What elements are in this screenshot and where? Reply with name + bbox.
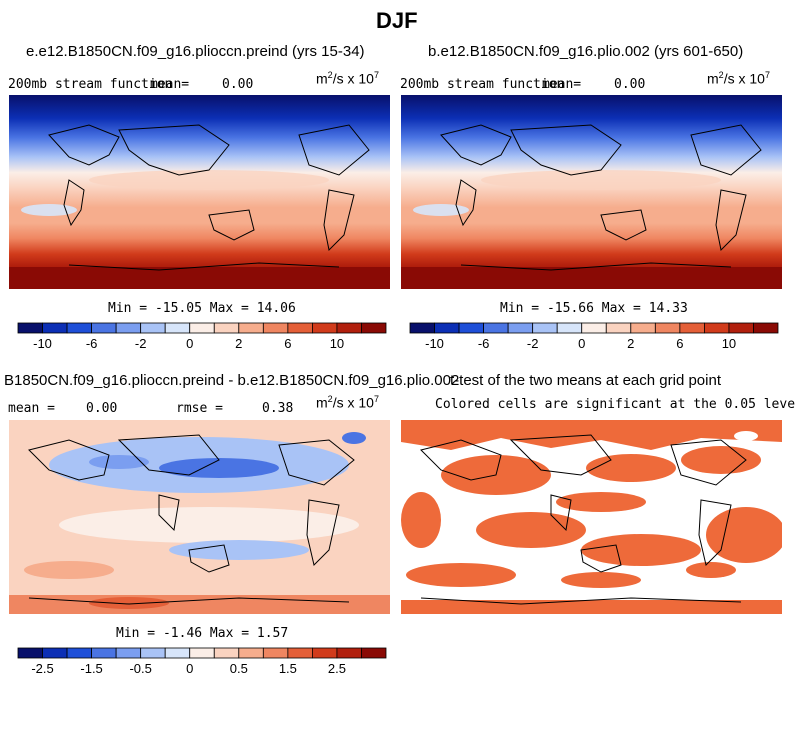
colorbar-swatch	[728, 322, 754, 334]
colorbar-swatch	[703, 322, 730, 334]
colorbar-tick-label: 10	[722, 336, 736, 351]
colorbar-tick-label: 6	[676, 336, 683, 351]
colorbar-swatch	[311, 322, 338, 334]
panel-a-title: e.e12.B1850CN.f09_g16.plioccn.preind (yr…	[26, 43, 365, 60]
colorbar-tick-label: 0	[186, 661, 193, 676]
colorbar-swatch	[115, 647, 142, 659]
panel-b-unit: m2/s x 107	[707, 70, 770, 87]
panel-c-mean-value: 0.00	[86, 401, 118, 416]
colorbar-swatch	[164, 647, 191, 659]
colorbar-swatch	[311, 647, 338, 659]
colorbar-swatch	[17, 647, 43, 659]
colorbar-swatch	[262, 647, 289, 659]
colorbar-swatch	[189, 322, 215, 334]
panel-b-min-max: Min = -15.66 Max = 14.33	[500, 301, 688, 316]
panel-b-mean-label: mean=	[542, 77, 582, 92]
panel-c-min-max: Min = -1.46 Max = 1.57	[116, 626, 289, 641]
colorbar-swatch	[213, 647, 240, 659]
colorbar-swatch	[91, 647, 117, 659]
colorbar-tick-label: 1.5	[279, 661, 297, 676]
colorbar-tick-label: 0.5	[230, 661, 248, 676]
panel-c-mean-label: mean =	[8, 401, 55, 416]
colorbar-tick-label: 0	[578, 336, 585, 351]
panel-d-subtitle: Colored cells are significant at the 0.0…	[435, 397, 795, 412]
colorbar-swatch	[556, 322, 583, 334]
colorbar-swatch	[434, 322, 460, 334]
colorbar-swatch	[532, 322, 558, 334]
panel-c-rmse-value: 0.38	[262, 401, 294, 416]
colorbar-tick-label: -2.5	[31, 661, 53, 676]
colorbar-a: -10 -6 -2 0 2 6 10	[17, 322, 387, 351]
panel-c-map	[9, 420, 390, 614]
colorbar-swatch	[336, 322, 362, 334]
colorbar-tick-label: -6	[478, 336, 490, 351]
panel-c-title: B1850CN.f09_g16.plioccn.preind - b.e12.B…	[4, 372, 460, 389]
panel-b-mean-value: 0.00	[614, 77, 646, 92]
colorbar-swatch	[654, 322, 681, 334]
colorbar-swatch	[140, 322, 166, 334]
colorbar-swatch	[336, 647, 362, 659]
colorbar-swatch	[361, 322, 387, 334]
colorbar-swatch	[66, 647, 92, 659]
colorbar-swatch	[140, 647, 166, 659]
panel-b-title: b.e12.B1850CN.f09_g16.plio.002 (yrs 601-…	[428, 43, 744, 60]
colorbar-swatch	[458, 322, 484, 334]
colorbar-swatch	[42, 322, 68, 334]
colorbar-swatch	[238, 322, 264, 334]
panel-d-map	[401, 420, 782, 614]
colorbar-swatch	[164, 322, 191, 334]
panel-a-mean-label: mean=	[150, 77, 190, 92]
colorbar-c: -2.5 -1.5 -0.5 0 0.5 1.5 2.5	[17, 647, 387, 676]
colorbar-swatch	[238, 647, 264, 659]
colorbar-swatch	[115, 322, 142, 334]
colorbar-tick-label: -2	[135, 336, 147, 351]
colorbar-tick-label: -2	[527, 336, 539, 351]
panel-c-rmse-label: rmse =	[176, 401, 223, 416]
colorbar-swatch	[409, 322, 435, 334]
panel-c-unit: m2/s x 107	[316, 394, 379, 411]
colorbar-swatch	[17, 322, 43, 334]
colorbar-swatch	[753, 322, 779, 334]
colorbar-swatch	[42, 647, 68, 659]
colorbar-swatch	[213, 322, 240, 334]
colorbar-swatch	[66, 322, 92, 334]
panel-a-min-max: Min = -15.05 Max = 14.06	[108, 301, 296, 316]
panel-a-unit: m2/s x 107	[316, 70, 379, 87]
colorbar-swatch	[262, 322, 289, 334]
panel-a-variable-label: 200mb stream function	[8, 77, 173, 92]
panel-b-map	[401, 95, 782, 289]
colorbar-swatch	[581, 322, 607, 334]
colorbar-swatch	[507, 322, 534, 334]
panel-d-title: t-test of the two means at each grid poi…	[450, 372, 721, 389]
colorbar-tick-label: 0	[186, 336, 193, 351]
colorbar-tick-label: 2	[627, 336, 634, 351]
colorbar-swatch	[91, 322, 117, 334]
colorbar-tick-label: -0.5	[129, 661, 151, 676]
colorbar-swatch	[287, 647, 313, 659]
colorbar-swatch	[605, 322, 632, 334]
colorbar-swatch	[189, 647, 215, 659]
figure-title: DJF	[376, 8, 418, 33]
colorbar-tick-label: 2	[235, 336, 242, 351]
colorbar-swatch	[287, 322, 313, 334]
colorbar-tick-label: -1.5	[80, 661, 102, 676]
colorbar-tick-label: 10	[330, 336, 344, 351]
colorbar-swatch	[361, 647, 387, 659]
colorbar-b: -10 -6 -2 0 2 6 10	[409, 322, 779, 351]
colorbar-swatch	[630, 322, 656, 334]
panel-b-variable-label: 200mb stream function	[400, 77, 565, 92]
panel-a-mean-value: 0.00	[222, 77, 254, 92]
panel-a-map	[9, 95, 390, 289]
colorbar-tick-label: 6	[284, 336, 291, 351]
colorbar-tick-label: 2.5	[328, 661, 346, 676]
colorbar-tick-label: -10	[425, 336, 444, 351]
colorbar-swatch	[483, 322, 509, 334]
colorbar-tick-label: -10	[33, 336, 52, 351]
colorbar-tick-label: -6	[86, 336, 98, 351]
colorbar-swatch	[679, 322, 705, 334]
